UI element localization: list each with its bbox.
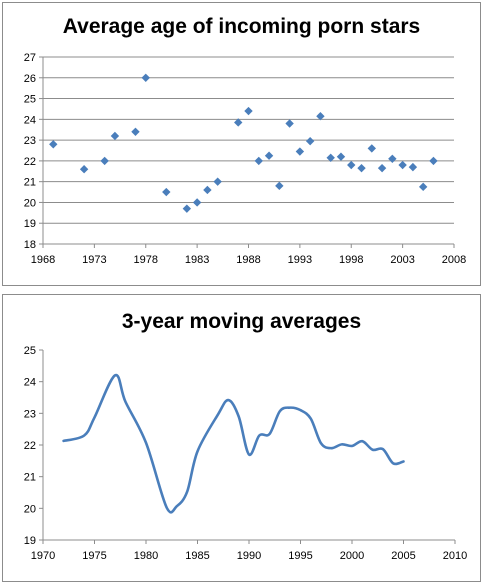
y-tick-label: 23 <box>24 408 36 420</box>
x-tick-label: 1990 <box>237 550 261 562</box>
y-tick-label: 19 <box>24 535 36 547</box>
data-point <box>336 152 346 161</box>
x-tick-label: 1988 <box>236 254 260 266</box>
data-point <box>100 156 109 166</box>
x-tick-label: 1968 <box>31 254 55 266</box>
data-point <box>162 187 171 197</box>
data-point <box>234 118 243 127</box>
y-tick-label: 18 <box>24 239 36 251</box>
data-point <box>367 144 376 153</box>
line-plot: 19 20 21 22 23 24 25 1970 1975 1980 1985 1990 1995 20… <box>24 345 467 562</box>
x-tick-label: 1970 <box>31 550 55 562</box>
y-tick-label: 25 <box>24 94 36 106</box>
data-point <box>305 136 315 146</box>
x-tick-label: 1993 <box>288 254 312 266</box>
data-point <box>388 154 397 164</box>
data-point <box>398 160 407 170</box>
y-tick-label: 20 <box>24 197 36 209</box>
data-point <box>275 181 284 191</box>
y-tick-label: 21 <box>24 472 36 484</box>
series-line <box>62 373 405 514</box>
x-tick-label: 1980 <box>134 550 158 562</box>
line-chart-panel: 3-year moving averages 19 20 21 22 23 24 25 197… <box>2 294 481 582</box>
y-tick-label: 27 <box>24 52 36 64</box>
data-point <box>418 182 428 192</box>
x-tick-label: 2000 <box>340 550 364 562</box>
x-tick-label: 1998 <box>339 254 363 266</box>
x-tick-label: 1975 <box>82 550 106 562</box>
y-tick-label: 21 <box>24 177 36 189</box>
x-tick-label: 1983 <box>185 254 209 266</box>
x-tick-label: 1995 <box>288 550 312 562</box>
y-tick-label: 24 <box>24 377 36 389</box>
data-point <box>429 156 438 166</box>
y-tick-label: 20 <box>24 503 36 515</box>
x-tick-label: 1985 <box>185 550 209 562</box>
data-point <box>408 162 418 172</box>
y-tick-label: 22 <box>24 156 36 168</box>
data-point <box>182 204 192 213</box>
data-point <box>213 177 222 186</box>
data-point <box>254 156 263 166</box>
x-tick-label: 1978 <box>134 254 158 266</box>
data-point <box>141 73 150 82</box>
data-point <box>49 140 58 149</box>
data-point <box>110 131 120 141</box>
y-tick-label: 26 <box>24 73 36 85</box>
x-tick-label: 2003 <box>390 254 414 266</box>
data-point <box>377 163 387 173</box>
data-point <box>357 163 366 173</box>
y-tick-label: 22 <box>24 440 36 452</box>
y-tick-label: 24 <box>24 114 36 126</box>
x-tick-label: 2010 <box>443 550 467 562</box>
chart-title: 3-year moving averages <box>121 310 362 333</box>
y-tick-label: 23 <box>24 135 36 147</box>
data-point <box>316 112 325 121</box>
y-tick-label: 19 <box>24 218 36 230</box>
data-point <box>192 198 202 207</box>
data-point <box>131 127 140 136</box>
data-point <box>203 185 212 195</box>
x-tick-label: 2008 <box>442 254 466 266</box>
scatter-plot: 18 19 20 21 22 23 24 25 26 27 1968 1973 1978 1983 1988… <box>24 52 466 266</box>
data-point <box>347 160 356 170</box>
data-point <box>326 153 335 162</box>
y-tick-label: 25 <box>24 345 36 357</box>
data-point <box>79 165 89 174</box>
data-point <box>295 147 305 156</box>
scatter-chart-panel: Average age of incoming porn stars 18 19 2… <box>2 2 481 286</box>
data-point <box>285 119 294 128</box>
chart-title: Average age of incoming porn stars <box>62 15 421 38</box>
data-point <box>244 106 253 116</box>
data-point <box>264 151 274 160</box>
x-tick-label: 2005 <box>391 550 415 562</box>
x-tick-label: 1973 <box>82 254 106 266</box>
